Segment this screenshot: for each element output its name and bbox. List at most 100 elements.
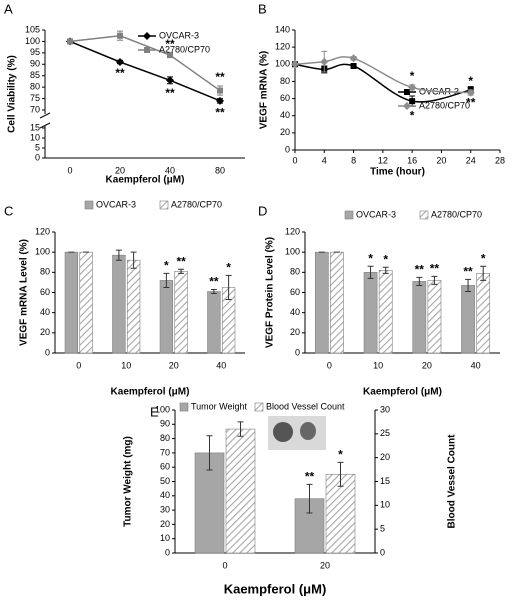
significance-label: ** — [115, 66, 125, 80]
x-tick-label: 20 — [115, 165, 125, 175]
significance-label: * — [338, 448, 343, 462]
x-axis-label: Kaempferol (μM) — [363, 387, 442, 398]
x-axis-label: Kaempferol (μM) — [111, 387, 190, 398]
x-tick-label: 20 — [169, 360, 179, 370]
legend-swatch — [254, 402, 264, 412]
y-tick-label: 40 — [40, 307, 50, 317]
significance-label: ** — [466, 96, 476, 110]
y-tick-label: 85 — [30, 70, 40, 80]
y-tick-label: 100 — [25, 36, 40, 46]
y-tick-label: 100 — [275, 59, 290, 69]
y-tick-label: 90 — [160, 419, 170, 429]
x-tick-label: 40 — [216, 360, 226, 370]
significance-label: ** — [215, 105, 225, 119]
y-tick-label: 100 — [155, 404, 170, 414]
y2-tick-label: 10 — [380, 500, 390, 510]
point — [116, 58, 124, 66]
significance-label: * — [410, 108, 415, 122]
significance-label: ** — [165, 37, 175, 51]
x-tick-label: 8 — [351, 155, 356, 165]
significance-label: * — [410, 69, 415, 83]
bar — [159, 280, 174, 354]
axis-break — [39, 122, 51, 129]
significance-label: ** — [430, 262, 440, 276]
y2-tick-label: 5 — [380, 524, 385, 534]
y2-tick-label: 30 — [380, 404, 390, 414]
panel-letter: D — [258, 203, 267, 218]
y-tick-label: 120 — [285, 226, 300, 236]
error-bar — [480, 265, 487, 281]
error-bar — [237, 421, 244, 437]
x-tick-label: 4 — [322, 155, 327, 165]
bar — [461, 285, 475, 354]
bar — [330, 251, 344, 354]
error-bar — [210, 288, 217, 295]
legend-marker — [403, 102, 411, 110]
bar — [79, 251, 93, 354]
y-tick-label: 20 — [40, 327, 50, 337]
x-tick-label: 80 — [215, 165, 225, 175]
x-tick-label: 40 — [165, 165, 175, 175]
bar — [174, 271, 188, 354]
significance-label: * — [164, 259, 169, 273]
x-axis-label: Kaempferol (μM) — [224, 581, 327, 596]
tumor-sample — [300, 422, 316, 440]
panel-letter: E — [150, 404, 159, 419]
axis-break — [39, 112, 51, 119]
point — [67, 38, 73, 45]
bar — [64, 251, 79, 354]
y-tick-label: 80 — [30, 82, 40, 92]
point — [166, 76, 174, 85]
bar — [325, 474, 356, 554]
y-tick-label: 80 — [40, 267, 50, 277]
legend-marker — [143, 32, 151, 40]
x-tick-label: 20 — [320, 560, 330, 570]
error-bar — [367, 265, 374, 279]
legend-label: OVCAR-3 — [96, 199, 136, 209]
bar — [126, 259, 141, 354]
y-tick-label: 120 — [35, 226, 50, 236]
y-axis-label: VEGF mRNA Level (%) — [19, 239, 30, 346]
bar — [427, 280, 442, 354]
bar — [412, 281, 427, 354]
y-tick-label: 90 — [30, 59, 40, 69]
y-axis-label: Cell Viability (%) — [7, 55, 18, 133]
legend-label: A2780/CP70 — [159, 44, 210, 54]
legend-label: Tumor Weight — [191, 401, 248, 411]
bar — [225, 428, 256, 554]
legend-swatch — [179, 402, 189, 412]
tumor-inset — [268, 416, 326, 450]
y-tick-label: 5 — [35, 142, 40, 152]
tumor-sample — [273, 422, 293, 442]
series-line — [69, 34, 221, 92]
panel-letter: A — [4, 1, 13, 16]
y-tick-label: 80 — [160, 433, 170, 443]
y-tick-label: 40 — [280, 110, 290, 120]
x-tick-label: 20 — [422, 360, 432, 370]
error-bar — [306, 483, 313, 514]
y-tick-label: 0 — [35, 152, 40, 162]
y-tick-label: 60 — [290, 287, 300, 297]
x-axis-label: Time (hour) — [370, 167, 425, 178]
y-axis-label: VEGF Protein Level (%) — [265, 237, 276, 348]
y-tick-label: 80 — [290, 267, 300, 277]
error-bar — [465, 278, 472, 292]
y-tick-label: 95 — [30, 47, 40, 57]
y-tick-label: 120 — [275, 42, 290, 52]
y-tick-label: 20 — [160, 519, 170, 529]
y-tick-label: 0 — [45, 347, 50, 357]
point — [409, 98, 416, 105]
y-tick-label: 60 — [280, 93, 290, 103]
point — [216, 96, 224, 105]
y-tick-label: 0 — [295, 347, 300, 357]
point — [350, 63, 357, 69]
y-tick-label: 60 — [40, 287, 50, 297]
y2-axis-label: Blood Vessel Count — [447, 434, 458, 529]
error-bar — [115, 249, 122, 261]
significance-label: ** — [209, 275, 219, 289]
y-tick-label: 50 — [160, 476, 170, 486]
bar — [363, 272, 378, 354]
error-bar — [416, 276, 423, 286]
bar — [112, 254, 126, 354]
